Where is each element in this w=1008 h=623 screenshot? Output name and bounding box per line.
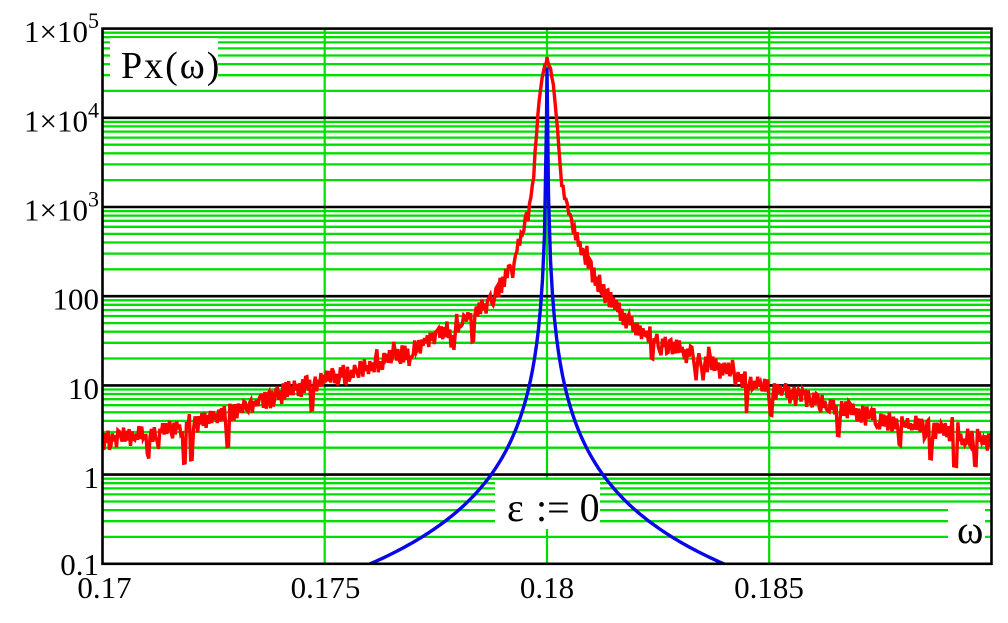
svg-text:1: 1	[84, 460, 100, 495]
svg-text:0.17: 0.17	[77, 570, 131, 605]
svg-text:0.1: 0.1	[60, 547, 99, 582]
svg-text:0.185: 0.185	[734, 570, 804, 605]
svg-text:1×103: 1×103	[24, 187, 99, 228]
svg-text:ε: ε	[507, 485, 524, 530]
svg-text:0.175: 0.175	[291, 570, 361, 605]
svg-text:1×105: 1×105	[24, 8, 99, 49]
svg-text::= 0: := 0	[536, 485, 600, 530]
svg-text:0.18: 0.18	[520, 570, 574, 605]
svg-text:100: 100	[53, 282, 100, 317]
svg-text:ω: ω	[957, 507, 983, 552]
svg-text:10: 10	[68, 371, 99, 406]
svg-text:Px(ω): Px(ω)	[121, 45, 221, 87]
svg-text:1×104: 1×104	[24, 97, 99, 138]
